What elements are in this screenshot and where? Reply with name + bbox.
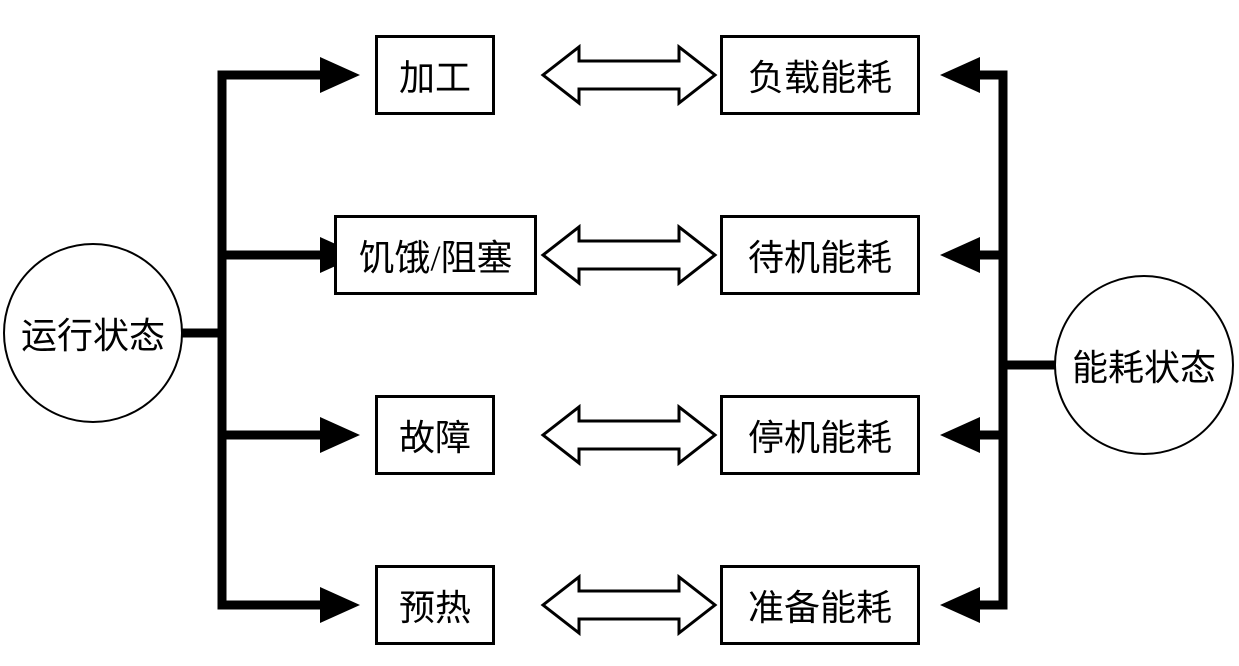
svg-overlay — [0, 0, 1239, 666]
right-box-2: 停机能耗 — [720, 395, 920, 475]
left-box-3: 预热 — [375, 565, 495, 645]
right-box-label-1: 待机能耗 — [748, 229, 892, 281]
circle-label-energy-state: 能耗状态 — [1072, 339, 1216, 391]
right-box-0: 负载能耗 — [720, 35, 920, 115]
right-box-label-0: 负载能耗 — [748, 49, 892, 101]
left-box-label-2: 故障 — [399, 409, 471, 461]
left-box-label-0: 加工 — [399, 49, 471, 101]
circle-energy-state: 能耗状态 — [1054, 275, 1234, 455]
right-box-1: 待机能耗 — [720, 215, 920, 295]
circle-label-running-state: 运行状态 — [21, 307, 165, 359]
left-box-0: 加工 — [375, 35, 495, 115]
right-box-3: 准备能耗 — [720, 565, 920, 645]
left-box-label-3: 预热 — [399, 579, 471, 631]
right-box-label-2: 停机能耗 — [748, 409, 892, 461]
left-box-2: 故障 — [375, 395, 495, 475]
right-box-label-3: 准备能耗 — [748, 579, 892, 631]
diagram-canvas: 运行状态能耗状态 加工饥饿/阻塞故障预热 负载能耗待机能耗停机能耗准备能耗 — [0, 0, 1239, 666]
circle-running-state: 运行状态 — [3, 243, 183, 423]
left-box-1: 饥饿/阻塞 — [334, 215, 537, 295]
left-box-label-1: 饥饿/阻塞 — [358, 229, 512, 281]
